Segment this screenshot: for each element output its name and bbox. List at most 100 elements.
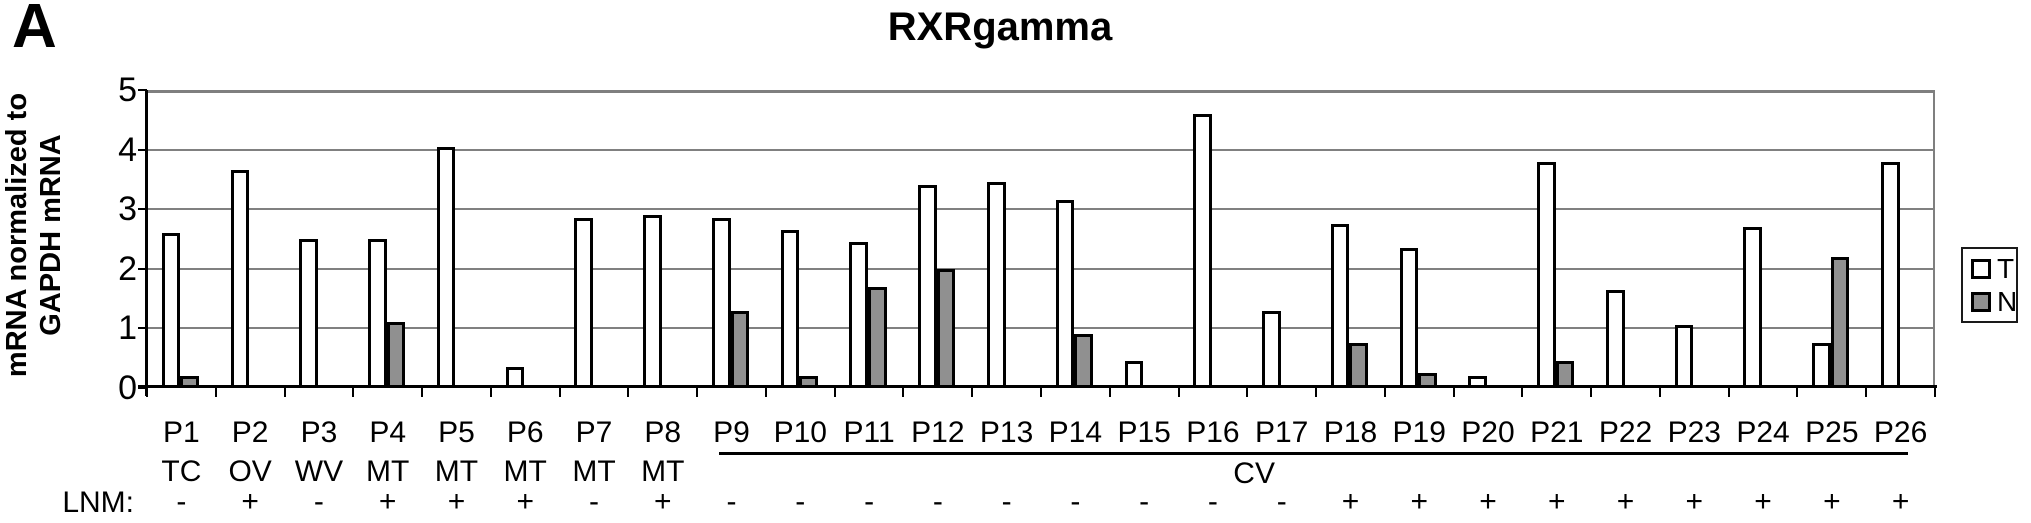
chart-title: RXRgamma — [887, 5, 1113, 49]
gridline-y2 — [147, 267, 1935, 270]
category-label-p14: P14 — [1048, 416, 1103, 449]
bar-t-p11 — [849, 241, 869, 388]
x-tick-mark-10 — [833, 388, 836, 397]
bar-t-p12 — [918, 185, 937, 388]
x-tick-mark-17 — [1315, 388, 1318, 397]
x-axis-line — [138, 385, 1937, 388]
category-label-p19: P19 — [1392, 416, 1446, 449]
legend-entry-n: N — [1971, 285, 2018, 317]
category-label-p18: P18 — [1323, 416, 1378, 449]
lnm-sign-p21: + — [1548, 485, 1566, 518]
bar-t-p5 — [436, 146, 456, 388]
x-tick-mark-13 — [1040, 388, 1042, 397]
bar-t-p3 — [299, 239, 318, 388]
category-label-p3: P3 — [300, 416, 338, 449]
lnm-sign-p23: + — [1685, 485, 1704, 518]
bar-t-p1 — [161, 233, 181, 388]
tissue-label-p5: MT — [434, 455, 479, 488]
x-tick-mark-19 — [1452, 388, 1455, 397]
category-label-p20: P20 — [1461, 416, 1515, 449]
x-tick-mark-14 — [1108, 388, 1111, 397]
lnm-sign-p6: + — [516, 485, 534, 518]
bar-n-p11 — [868, 286, 887, 388]
tissue-label-p8: MT — [641, 455, 685, 488]
bar-n-p14 — [1074, 334, 1093, 388]
category-label-p2: P2 — [231, 416, 269, 449]
y-axis-title: mRNA normalized to GAPDH mRNA — [0, 65, 70, 405]
x-tick-mark-21 — [1590, 388, 1593, 397]
category-label-p10: P10 — [773, 416, 827, 449]
x-tick-mark-16 — [1246, 388, 1249, 397]
lnm-sign-p25: + — [1823, 485, 1841, 518]
gridline-y1 — [147, 327, 1935, 330]
x-tick-mark-1 — [214, 388, 217, 397]
bar-n-p18 — [1349, 343, 1368, 388]
x-tick-mark-15 — [1177, 388, 1180, 397]
tissue-group-label-cv: CV — [1233, 457, 1275, 490]
tissue-label-p4: MT — [366, 455, 410, 488]
tissue-label-p2: OV — [228, 455, 272, 488]
category-label-p9: P9 — [713, 416, 750, 449]
legend-label-t: T — [1997, 252, 2015, 284]
x-tick-mark-8 — [696, 388, 699, 397]
lnm-sign-p18: + — [1341, 485, 1360, 518]
category-label-p4: P4 — [369, 416, 407, 449]
category-label-p22: P22 — [1598, 416, 1653, 449]
bar-t-p21 — [1537, 161, 1556, 388]
bar-t-p8 — [643, 215, 662, 388]
x-tick-mark-20 — [1521, 388, 1524, 397]
x-tick-mark-4 — [421, 388, 424, 397]
tissue-label-p1: TC — [161, 455, 202, 488]
lnm-sign-p13: - — [1001, 485, 1012, 518]
y-tick-label-5: 5 — [118, 71, 137, 109]
x-tick-mark-7 — [627, 388, 630, 397]
bar-n-p4 — [386, 322, 406, 388]
x-tick-mark-11 — [902, 388, 905, 397]
x-tick-mark-6 — [558, 388, 561, 397]
category-label-p15: P15 — [1117, 416, 1171, 449]
bar-t-p9 — [711, 218, 731, 388]
category-label-p12: P12 — [911, 416, 965, 449]
category-label-p24: P24 — [1736, 416, 1790, 449]
lnm-sign-p10: - — [795, 485, 806, 518]
bar-t-p7 — [574, 218, 593, 388]
bar-t-p15 — [1124, 361, 1144, 388]
x-tick-mark-24 — [1796, 388, 1799, 397]
bar-t-p23 — [1674, 325, 1694, 388]
category-label-p17: P17 — [1254, 416, 1309, 449]
x-tick-mark-25 — [1865, 388, 1868, 397]
lnm-sign-p26: + — [1891, 485, 1910, 518]
category-label-p5: P5 — [438, 416, 475, 449]
y-tick-mark-0 — [138, 387, 147, 389]
legend-label-n: N — [1997, 285, 2018, 317]
y-tick-label-4: 4 — [118, 130, 137, 169]
lnm-sign-p24: + — [1754, 485, 1772, 518]
lnm-sign-p1: - — [176, 485, 187, 518]
category-label-p11: P11 — [843, 416, 895, 449]
lnm-sign-p7: - — [589, 485, 599, 518]
bar-t-p26 — [1881, 161, 1900, 388]
legend-swatch-t — [1971, 258, 1991, 279]
x-tick-mark-18 — [1383, 388, 1386, 397]
plot-area — [138, 89, 1937, 397]
bar-t-p18 — [1330, 224, 1350, 388]
y-tick-mark-1 — [138, 327, 147, 330]
category-label-p23: P23 — [1667, 416, 1721, 449]
bar-n-p21 — [1555, 361, 1575, 388]
x-tick-mark-3 — [352, 388, 355, 397]
category-label-p8: P8 — [644, 416, 682, 449]
lnm-sign-p17: - — [1276, 485, 1287, 518]
lnm-sign-p11: - — [864, 485, 875, 518]
lnm-sign-p4: + — [378, 485, 397, 518]
tissue-label-p6: MT — [503, 455, 547, 488]
x-tick-mark-5 — [489, 388, 492, 397]
y-tick-label-0: 0 — [118, 369, 137, 407]
x-tick-mark-12 — [971, 388, 974, 397]
legend-entry-t: T — [1971, 252, 2016, 284]
lnm-sign-p16: - — [1207, 485, 1218, 518]
lnm-sign-p5: + — [447, 485, 466, 518]
x-tick-mark-22 — [1658, 388, 1661, 397]
lnm-sign-p15: - — [1139, 485, 1150, 518]
y-tick-label-1: 1 — [118, 309, 137, 348]
lnm-sign-p8: + — [654, 485, 672, 518]
